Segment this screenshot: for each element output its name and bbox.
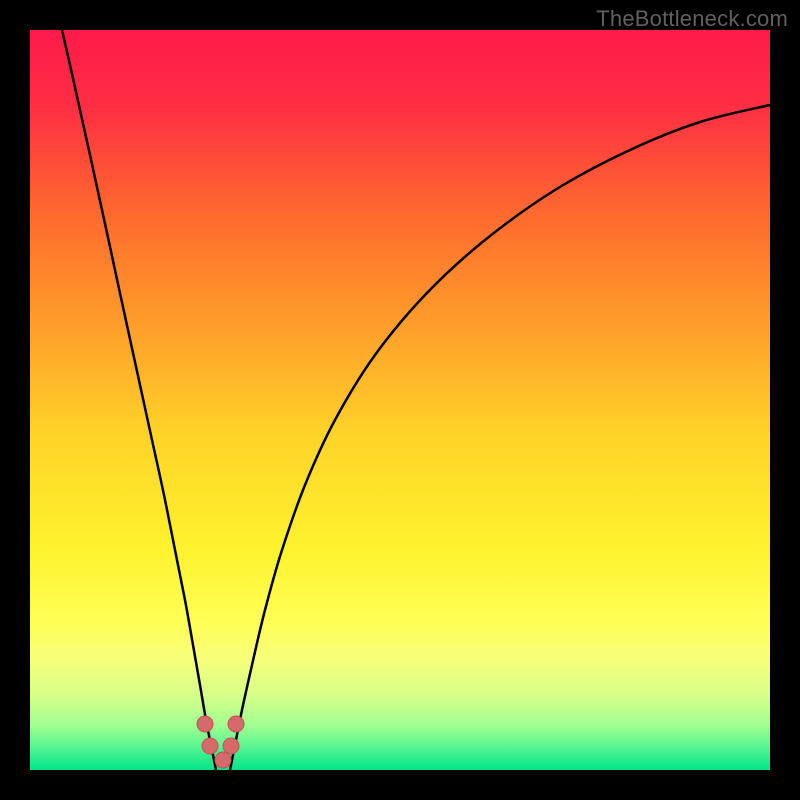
curves-layer [30,30,770,770]
watermark-text: TheBottleneck.com [596,6,788,32]
marker-dot [228,716,244,732]
curve-left [62,30,216,770]
marker-dot [202,738,218,754]
marker-dot [223,738,239,754]
marker-dot [197,716,213,732]
marker-dot [215,752,231,768]
curve-right [230,105,770,770]
plot-area [30,30,770,770]
chart-container: TheBottleneck.com [0,0,800,800]
markers-group [197,716,244,768]
